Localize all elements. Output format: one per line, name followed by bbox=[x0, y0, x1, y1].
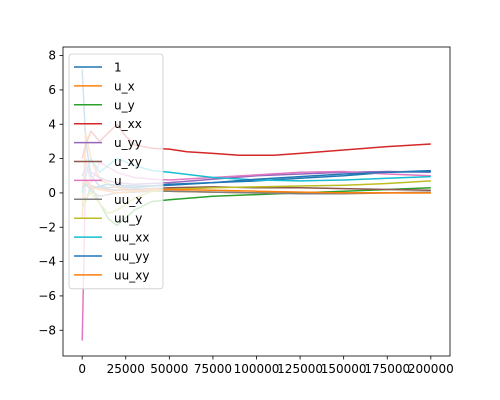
y-tick-label: −8 bbox=[38, 323, 56, 337]
legend-label: uu_yy bbox=[114, 250, 149, 264]
legend-label: u_y bbox=[114, 98, 135, 112]
y-tick-label: −6 bbox=[38, 289, 56, 303]
legend-label: u_xx bbox=[114, 117, 142, 131]
y-axis: −8 −6 −4 −2 0 2 4 6 8 bbox=[38, 49, 63, 337]
x-tick-label: 0 bbox=[78, 362, 86, 376]
x-tick-label: 25000 bbox=[107, 362, 145, 376]
legend-label: 1 bbox=[114, 61, 122, 75]
y-tick-label: 8 bbox=[48, 49, 56, 63]
x-tick-label: 75000 bbox=[194, 362, 232, 376]
legend-label: u_xy bbox=[114, 155, 142, 169]
y-tick-label: −4 bbox=[38, 255, 56, 269]
legend: 1 u_x u_y u_xx u_yy u_xyu uu_x uu_y uu_xx uu_yyuu… bbox=[68, 53, 164, 290]
x-tick-label: 175000 bbox=[364, 362, 410, 376]
legend-label: u bbox=[114, 174, 122, 188]
y-tick-label: 4 bbox=[48, 117, 56, 131]
y-tick-label: 2 bbox=[48, 152, 56, 166]
legend-label: uu_y bbox=[114, 212, 142, 226]
x-tick-label: 100000 bbox=[234, 362, 280, 376]
legend-label: uu_xx bbox=[114, 231, 149, 245]
x-tick-label: 200000 bbox=[408, 362, 454, 376]
x-tick-label: 50000 bbox=[150, 362, 188, 376]
legend-label: u_x bbox=[114, 79, 135, 93]
x-tick-label: 125000 bbox=[277, 362, 323, 376]
y-tick-label: −2 bbox=[38, 220, 56, 234]
x-tick-label: 150000 bbox=[321, 362, 367, 376]
y-tick-label: 6 bbox=[48, 83, 56, 97]
legend-label: uu_xy bbox=[114, 268, 149, 282]
legend-box bbox=[68, 53, 164, 290]
legend-label: u_yy bbox=[114, 136, 142, 150]
legend-label: uu_x bbox=[114, 193, 142, 207]
y-tick-label: 0 bbox=[48, 186, 56, 200]
x-axis: 0 25000 50000 75000 100000125000150000175000… bbox=[78, 356, 454, 376]
